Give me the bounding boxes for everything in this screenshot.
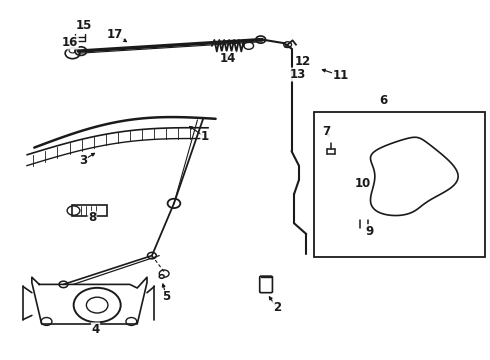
Polygon shape [370,137,458,216]
Text: 15: 15 [76,19,93,32]
Text: 16: 16 [62,36,78,49]
Polygon shape [32,277,147,324]
Bar [314,112,485,257]
FancyBboxPatch shape [72,205,107,216]
Circle shape [328,136,334,141]
Text: 3: 3 [79,154,87,167]
Text: 2: 2 [273,301,281,314]
Text: 4: 4 [92,323,99,336]
Text: 9: 9 [366,225,374,238]
Text: 14: 14 [220,52,236,65]
Circle shape [147,252,156,259]
Text: 12: 12 [294,55,311,68]
Text: 8: 8 [88,211,96,224]
Text: 1: 1 [201,130,209,143]
FancyBboxPatch shape [260,276,272,293]
Text: 10: 10 [354,177,371,190]
Circle shape [59,281,68,288]
Circle shape [159,275,164,278]
Text: 5: 5 [163,291,171,303]
Text: 11: 11 [332,69,349,82]
Text: 6: 6 [379,94,387,107]
Text: 7: 7 [322,125,330,138]
Text: 17: 17 [107,28,123,41]
Text: 13: 13 [289,68,306,81]
